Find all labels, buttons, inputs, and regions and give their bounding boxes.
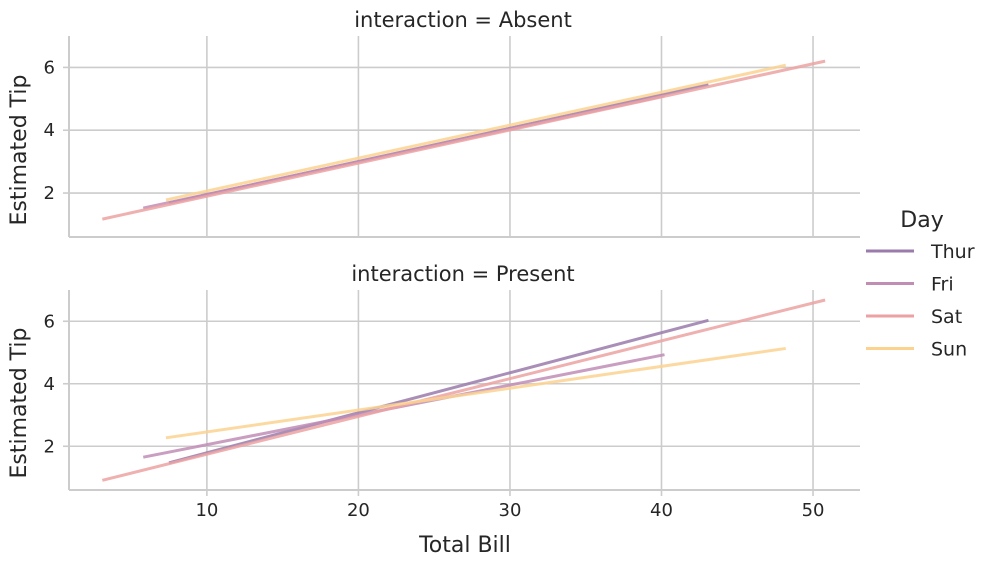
y-axis-label-absent: Estimated Tip bbox=[7, 75, 32, 226]
legend-label-thur: Thur bbox=[930, 241, 975, 263]
y-tick-label-absent-1: 4 bbox=[44, 120, 55, 141]
panel-title-present: interaction = Present bbox=[351, 262, 574, 286]
legend-items: Thur Fri Sat Sun bbox=[866, 241, 975, 361]
y-tick-label-present-2: 6 bbox=[44, 311, 55, 332]
panel-absent-y-ticks: 2 4 6 bbox=[44, 57, 69, 204]
series-line-absent-sun bbox=[165, 63, 787, 202]
legend: Day Thur Fri Sat Sun bbox=[866, 208, 975, 361]
panel-absent-spines bbox=[68, 36, 860, 238]
series-line-present-sat bbox=[101, 298, 826, 482]
y-tick-label-absent-0: 2 bbox=[44, 183, 55, 204]
x-tick-label-2: 30 bbox=[499, 500, 522, 521]
legend-title: Day bbox=[900, 208, 943, 233]
x-tick-label-0: 10 bbox=[195, 500, 218, 521]
legend-label-sat: Sat bbox=[931, 306, 962, 328]
y-axis-label-present: Estimated Tip bbox=[7, 328, 32, 479]
y-tick-label-present-1: 4 bbox=[44, 374, 55, 395]
panel-present-x-ticks: 10 20 30 40 50 bbox=[195, 490, 824, 521]
y-tick-label-absent-2: 6 bbox=[44, 57, 55, 78]
panel-present-y-ticks: 2 4 6 bbox=[44, 311, 69, 457]
legend-label-fri: Fri bbox=[931, 274, 954, 296]
panel-present-series bbox=[101, 298, 826, 482]
panel-present-spines bbox=[68, 290, 860, 491]
series-line-present-thur bbox=[168, 318, 709, 465]
panel-present: interaction = Present 2 4 6 10 20 30 40 50 bbox=[44, 262, 860, 521]
legend-label-sun: Sun bbox=[931, 339, 967, 361]
panel-title-absent: interaction = Absent bbox=[354, 8, 572, 32]
y-tick-label-present-0: 2 bbox=[44, 436, 55, 457]
x-axis-label: Total Bill bbox=[418, 533, 511, 558]
series-line-present-sun bbox=[165, 346, 786, 440]
x-tick-label-1: 20 bbox=[347, 500, 370, 521]
panel-absent: interaction = Absent 2 4 6 bbox=[44, 8, 860, 238]
panel-absent-series bbox=[102, 59, 826, 221]
x-tick-label-4: 50 bbox=[802, 500, 825, 521]
x-tick-label-3: 40 bbox=[650, 500, 673, 521]
series-line-absent-sat bbox=[102, 59, 826, 221]
